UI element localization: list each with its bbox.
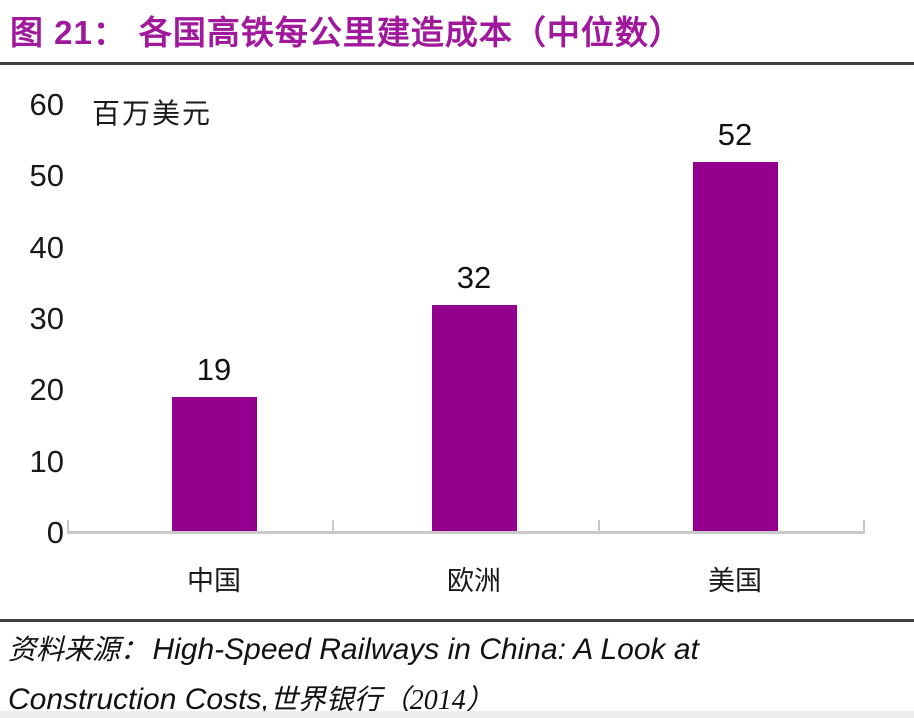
source-line-2: Construction Costs,世界银行（2014） [8,677,699,718]
source-note: 资料来源： High-Speed Railways in China: A Lo… [8,627,699,718]
bar-value-label: 52 [717,117,753,153]
bar-value-label: 32 [456,259,492,295]
x-axis-tick [67,520,69,532]
y-tick-label: 30 [29,301,64,336]
bar-1 [171,397,257,531]
y-axis-unit-label: 百万美元 [92,98,213,129]
figure-title-text: 各国高铁每公里建造成本（中位数） [138,14,683,51]
bar-3 [692,162,778,531]
source-publisher: 世界银行（2014） [269,685,494,716]
y-tick-label: 40 [29,229,64,265]
y-tick-label: 60 [29,87,64,122]
bar-2 [431,304,517,531]
source-reference-line2: Construction Costs, [8,683,270,716]
x-category-label: 美国 [708,566,762,596]
bar-value-label: 19 [196,352,232,388]
figure-number-label: 图 21： [10,14,127,51]
figure-title: 图 21： 各国高铁每公里建造成本（中位数） [10,6,683,54]
y-tick-label: 20 [29,372,64,408]
y-tick-label: 10 [29,443,64,479]
title-divider [0,62,914,65]
y-tick-label: 0 [46,515,64,550]
x-axis-tick [332,520,335,532]
source-label: 资料来源： [8,635,149,666]
source-line-1: 资料来源： High-Speed Railways in China: A Lo… [8,627,699,677]
x-axis-tick [597,520,600,532]
source-reference-line1: High-Speed Railways in China: A Look at [152,633,699,666]
x-axis-tick [863,520,865,532]
bottom-border [0,711,914,718]
x-axis-line [67,531,865,534]
y-tick-label: 50 [29,158,64,194]
x-category-label: 欧洲 [447,566,501,596]
x-category-label: 中国 [187,566,241,596]
source-divider [0,619,914,622]
